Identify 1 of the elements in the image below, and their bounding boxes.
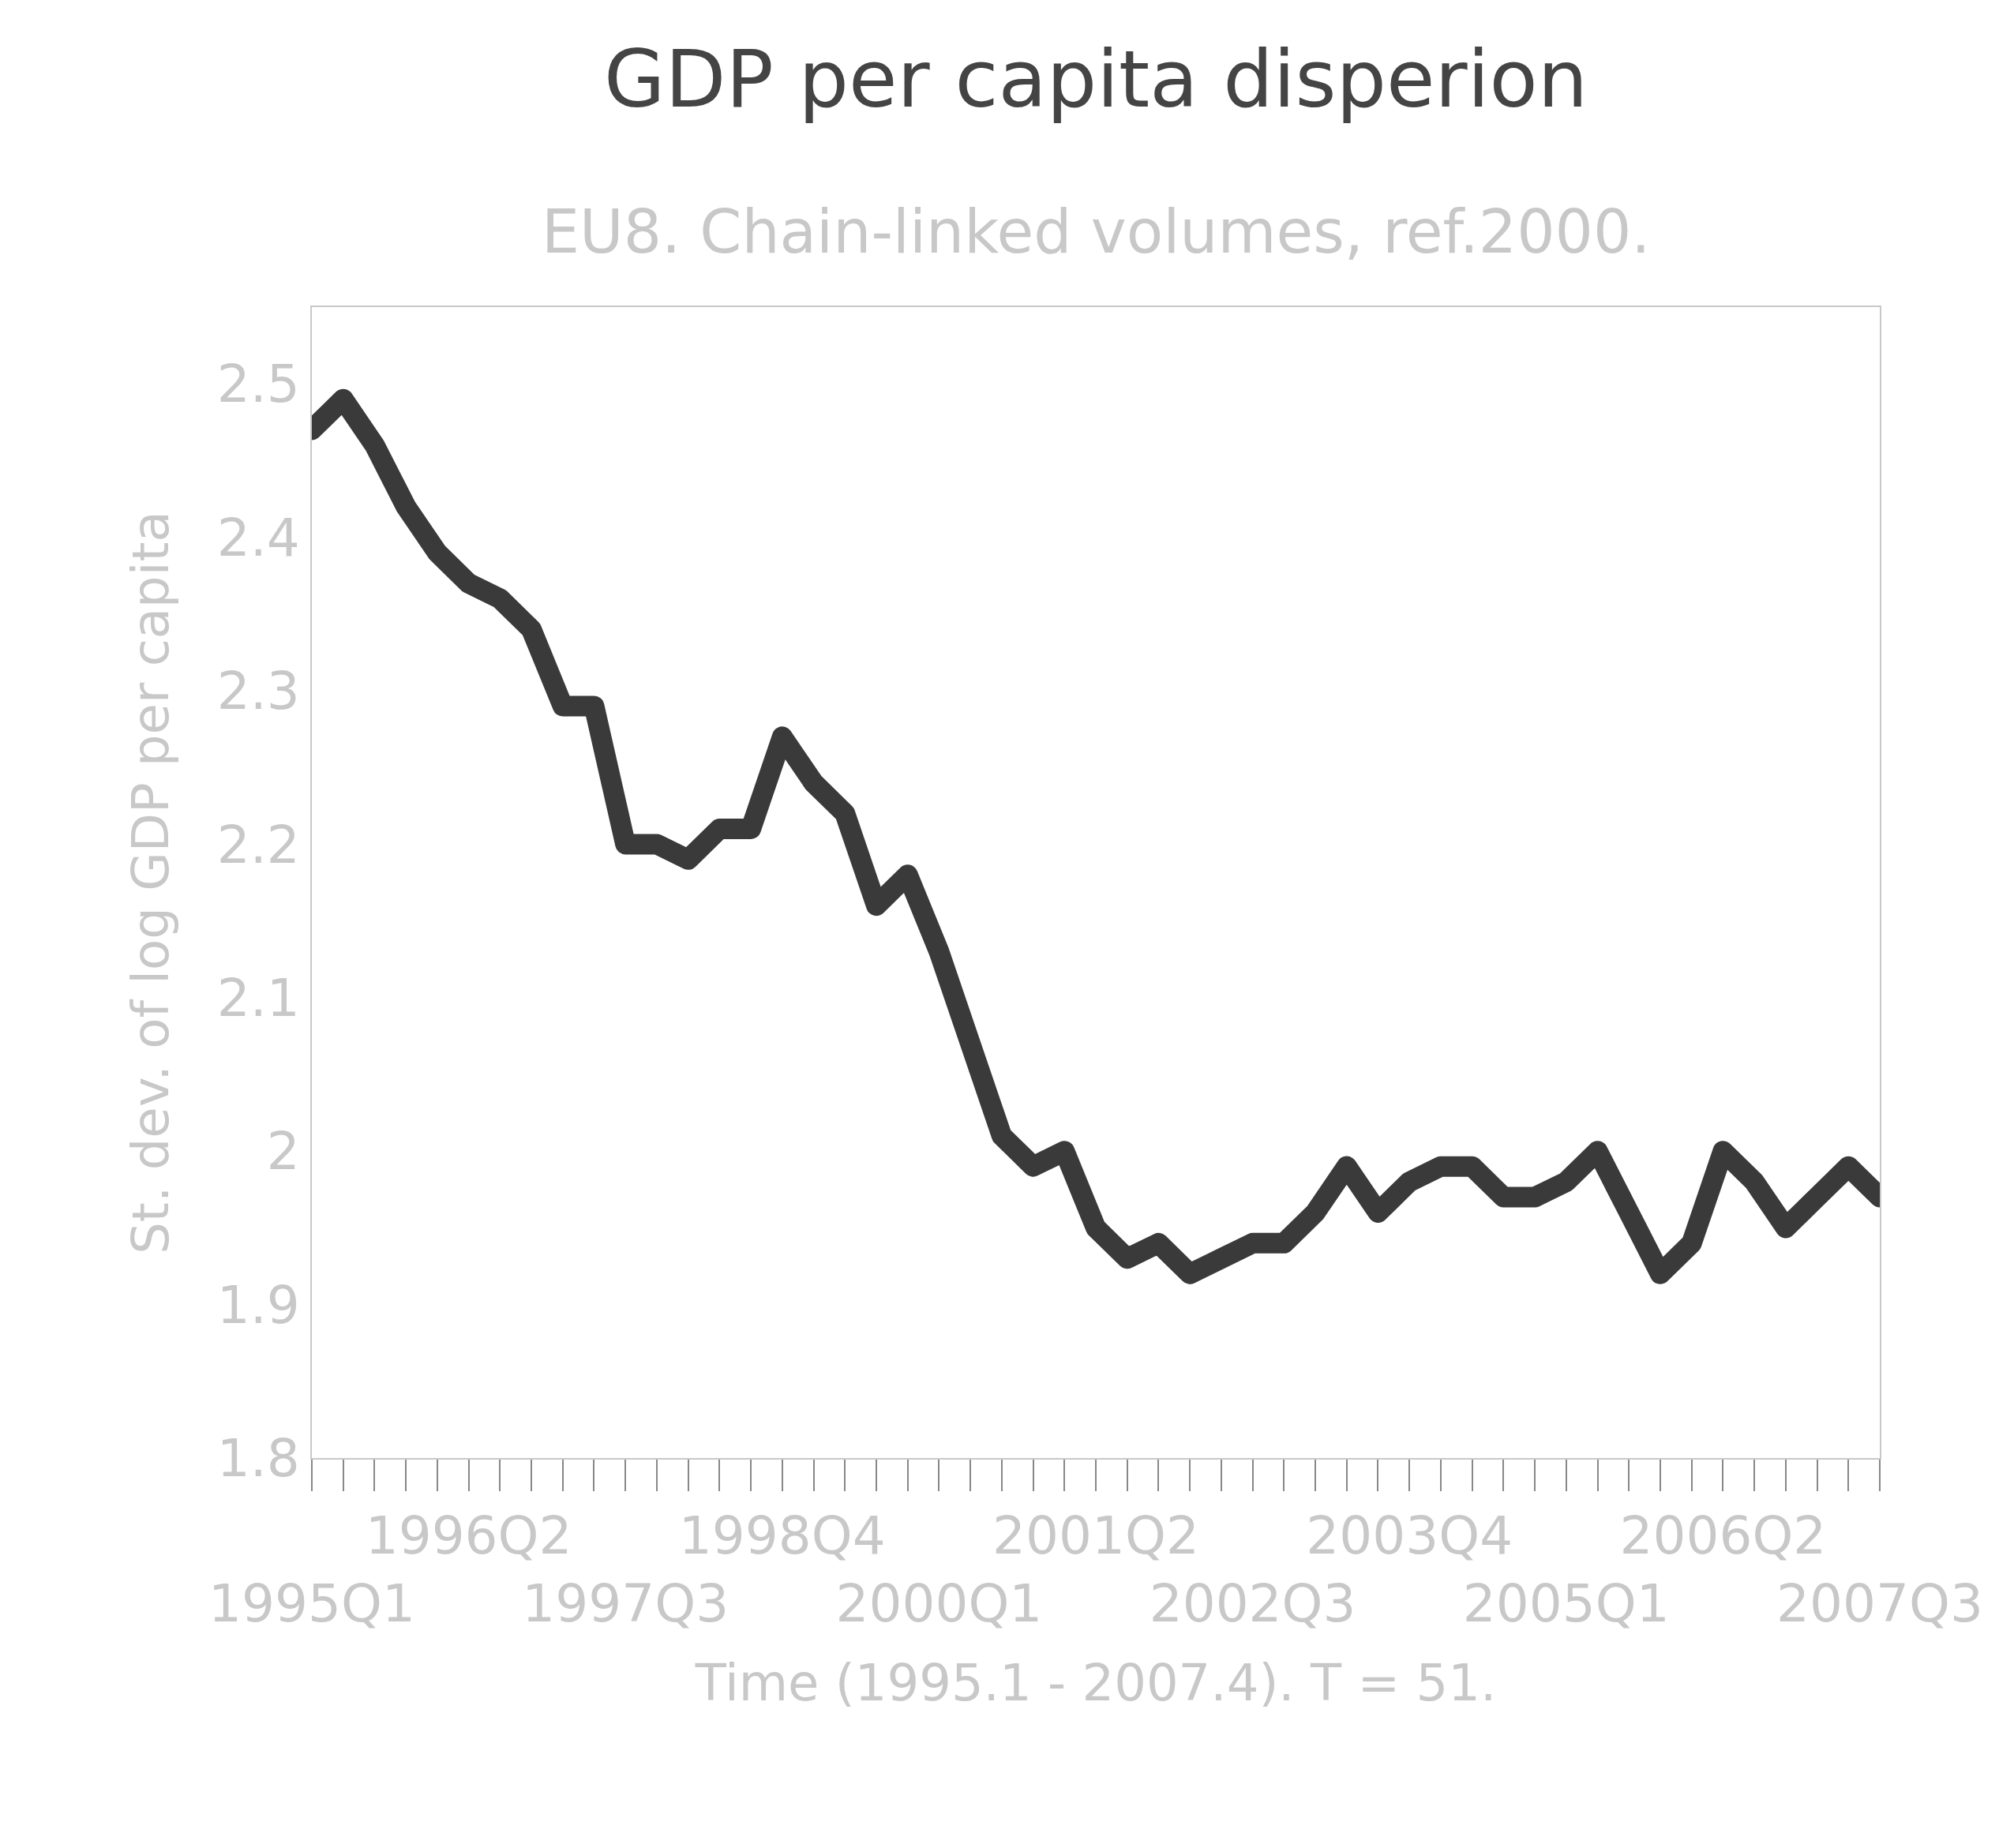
chart-title: GDP per capita disperion	[603, 33, 1588, 126]
